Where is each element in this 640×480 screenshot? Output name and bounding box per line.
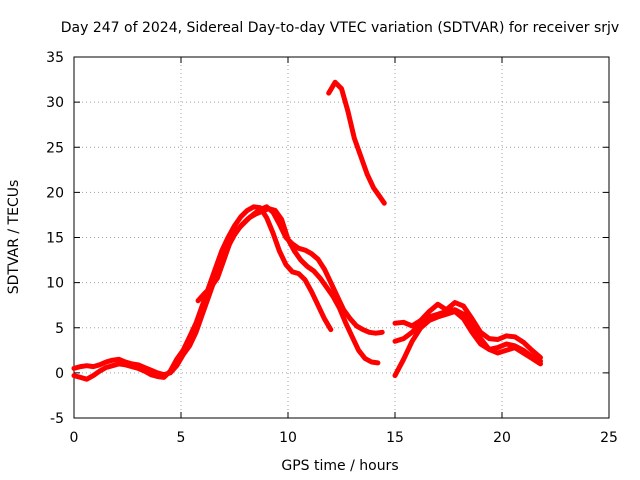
x-axis-label: GPS time / hours <box>281 458 398 474</box>
series-arc-2 <box>71 204 334 382</box>
x-tick-label: 5 <box>177 430 186 446</box>
y-tick-label: 0 <box>55 366 64 382</box>
series-arc-7 <box>392 307 543 367</box>
chart-title: Day 247 of 2024, Sidereal Day-to-day VTE… <box>61 20 619 36</box>
y-tick-label: 10 <box>46 276 64 292</box>
y-tick-label: 35 <box>46 50 64 66</box>
y-tick-label: 15 <box>46 231 64 247</box>
axis-ticks: 0 5 10 15 20 25 -5 0 5 10 15 20 25 30 35 <box>46 50 618 446</box>
x-tick-label: 10 <box>279 430 297 446</box>
series-layer <box>71 79 543 382</box>
series-arc-4 <box>326 79 387 206</box>
grid <box>74 57 609 418</box>
x-tick-label: 20 <box>493 430 511 446</box>
y-tick-label: 5 <box>55 321 64 337</box>
y-tick-label: 30 <box>46 95 64 111</box>
x-tick-label: 0 <box>70 430 79 446</box>
series-arc-1 <box>71 204 385 378</box>
x-tick-label: 25 <box>600 430 618 446</box>
y-tick-label: 25 <box>46 140 64 156</box>
y-tick-label: 20 <box>46 185 64 201</box>
x-tick-label: 15 <box>386 430 404 446</box>
y-axis-label: SDTVAR / TECUs <box>6 180 22 295</box>
series-arc-3 <box>195 206 381 366</box>
y-tick-label: -5 <box>50 411 64 427</box>
